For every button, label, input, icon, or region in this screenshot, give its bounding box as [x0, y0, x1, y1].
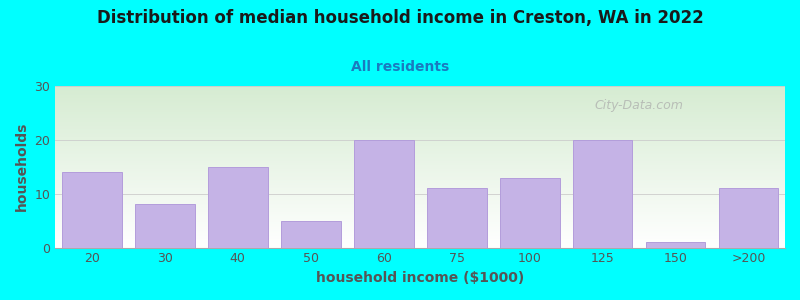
Bar — [573, 140, 633, 248]
Bar — [208, 167, 268, 248]
Bar — [500, 178, 559, 248]
Bar — [718, 188, 778, 248]
Text: City-Data.com: City-Data.com — [594, 99, 683, 112]
Text: All residents: All residents — [351, 60, 449, 74]
Text: Distribution of median household income in Creston, WA in 2022: Distribution of median household income … — [97, 9, 703, 27]
Bar — [135, 205, 194, 248]
Bar — [646, 242, 706, 248]
Bar — [281, 221, 341, 247]
Bar — [62, 172, 122, 248]
Bar — [354, 140, 414, 248]
X-axis label: household income ($1000): household income ($1000) — [316, 271, 524, 285]
Y-axis label: households: households — [15, 122, 29, 212]
Bar — [426, 188, 486, 248]
